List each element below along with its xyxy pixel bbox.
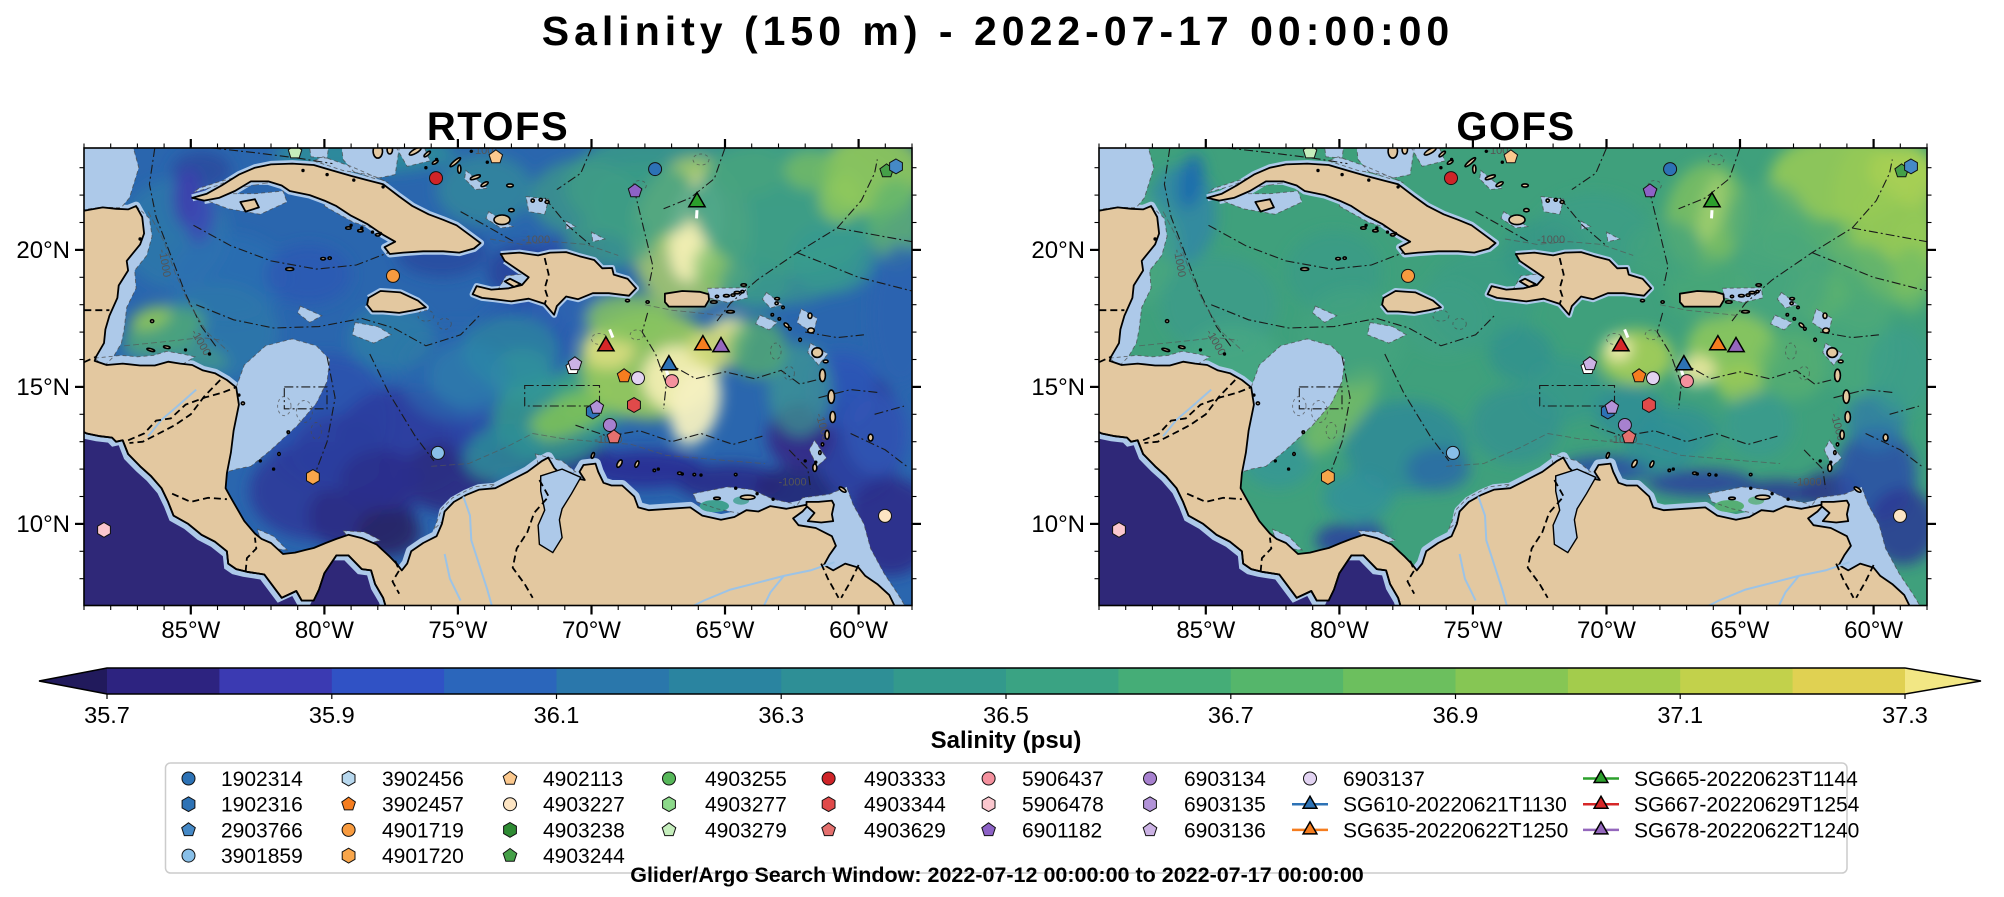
svg-text:4901720: 4901720: [382, 845, 464, 868]
svg-text:36.7: 36.7: [1208, 702, 1254, 728]
svg-text:15°N: 15°N: [16, 374, 70, 401]
svg-text:SG678-20220622T1240: SG678-20220622T1240: [1634, 819, 1859, 842]
svg-text:80°W: 80°W: [295, 617, 354, 644]
svg-text:70°W: 70°W: [562, 617, 621, 644]
svg-text:5906437: 5906437: [1022, 768, 1104, 791]
svg-text:36.3: 36.3: [758, 702, 804, 728]
svg-text:20°N: 20°N: [1031, 237, 1085, 264]
svg-text:SG635-20220622T1250: SG635-20220622T1250: [1343, 819, 1568, 842]
svg-text:36.9: 36.9: [1433, 702, 1479, 728]
svg-text:15°N: 15°N: [1031, 374, 1085, 401]
svg-text:SG665-20220623T1144: SG665-20220623T1144: [1634, 768, 1858, 791]
svg-text:6903135: 6903135: [1184, 794, 1266, 817]
svg-text:SG610-20220621T1130: SG610-20220621T1130: [1343, 794, 1567, 817]
svg-text:35.9: 35.9: [309, 702, 355, 728]
svg-text:6903137: 6903137: [1343, 768, 1425, 791]
svg-text:20°N: 20°N: [16, 237, 70, 264]
svg-text:75°W: 75°W: [1443, 617, 1502, 644]
svg-text:60°W: 60°W: [1844, 617, 1903, 644]
svg-text:1902314: 1902314: [221, 768, 303, 791]
svg-text:85°W: 85°W: [1176, 617, 1235, 644]
svg-text:10°N: 10°N: [16, 511, 70, 538]
svg-text:65°W: 65°W: [696, 617, 755, 644]
svg-text:36.5: 36.5: [983, 702, 1029, 728]
svg-text:4903344: 4903344: [864, 794, 946, 817]
svg-text:4901719: 4901719: [382, 819, 464, 842]
svg-text:4903277: 4903277: [705, 794, 787, 817]
svg-text:35.7: 35.7: [84, 702, 130, 728]
svg-text:Salinity (psu): Salinity (psu): [931, 727, 1082, 754]
svg-text:10°N: 10°N: [1031, 511, 1085, 538]
svg-text:4903227: 4903227: [543, 794, 625, 817]
svg-text:2903766: 2903766: [221, 819, 303, 842]
svg-text:Salinity (150 m) - 2022-07-17: Salinity (150 m) - 2022-07-17 00:00:00: [542, 8, 1454, 54]
svg-text:3902456: 3902456: [382, 768, 464, 791]
svg-text:37.3: 37.3: [1882, 702, 1928, 728]
svg-text:4903255: 4903255: [705, 768, 787, 791]
svg-text:65°W: 65°W: [1711, 617, 1770, 644]
svg-text:3902457: 3902457: [382, 794, 464, 817]
svg-text:6901182: 6901182: [1022, 819, 1102, 842]
svg-text:4903279: 4903279: [705, 819, 787, 842]
svg-text:36.1: 36.1: [534, 702, 580, 728]
svg-text:4903333: 4903333: [864, 768, 946, 791]
svg-text:85°W: 85°W: [161, 617, 220, 644]
svg-text:5906478: 5906478: [1022, 794, 1104, 817]
svg-text:1902316: 1902316: [221, 794, 303, 817]
svg-text:RTOFS: RTOFS: [427, 105, 569, 149]
svg-text:4903629: 4903629: [864, 819, 946, 842]
svg-text:3901859: 3901859: [221, 845, 303, 868]
svg-text:GOFS: GOFS: [1456, 105, 1575, 149]
svg-text:70°W: 70°W: [1577, 617, 1636, 644]
svg-text:SG667-20220629T1254: SG667-20220629T1254: [1634, 794, 1860, 817]
svg-text:Glider/Argo Search Window: 202: Glider/Argo Search Window: 2022-07-12 00…: [630, 863, 1364, 887]
svg-text:75°W: 75°W: [428, 617, 487, 644]
svg-text:6903136: 6903136: [1184, 819, 1266, 842]
svg-text:4902113: 4902113: [543, 768, 623, 791]
svg-text:4903244: 4903244: [543, 845, 625, 868]
svg-text:80°W: 80°W: [1310, 617, 1369, 644]
svg-text:60°W: 60°W: [829, 617, 888, 644]
svg-text:6903134: 6903134: [1184, 768, 1266, 791]
svg-text:4903238: 4903238: [543, 819, 625, 842]
svg-text:37.1: 37.1: [1657, 702, 1703, 728]
